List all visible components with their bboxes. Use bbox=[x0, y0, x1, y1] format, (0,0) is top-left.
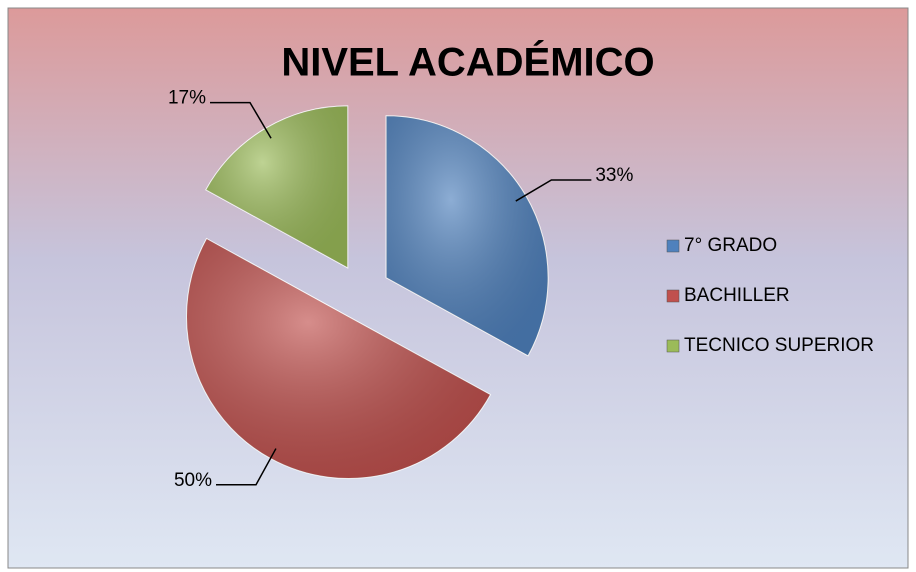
data-label: 50% bbox=[174, 470, 212, 491]
legend-label: BACHILLER bbox=[684, 285, 790, 306]
legend-swatch bbox=[666, 289, 680, 303]
legend-swatch bbox=[666, 339, 680, 353]
legend-label: 7° GRADO bbox=[684, 235, 777, 256]
leader-line bbox=[216, 448, 277, 486]
data-label: 17% bbox=[168, 88, 206, 109]
slice-shading bbox=[186, 238, 491, 479]
leader-line bbox=[210, 101, 272, 139]
leader-line bbox=[515, 179, 592, 202]
legend-swatch bbox=[666, 239, 680, 253]
slice-shading bbox=[205, 105, 348, 268]
data-label: 33% bbox=[595, 165, 633, 186]
chart-title: NIVEL ACADÉMICO bbox=[281, 40, 654, 85]
legend-label: TECNICO SUPERIOR bbox=[684, 335, 874, 356]
slice-shading bbox=[386, 115, 549, 356]
